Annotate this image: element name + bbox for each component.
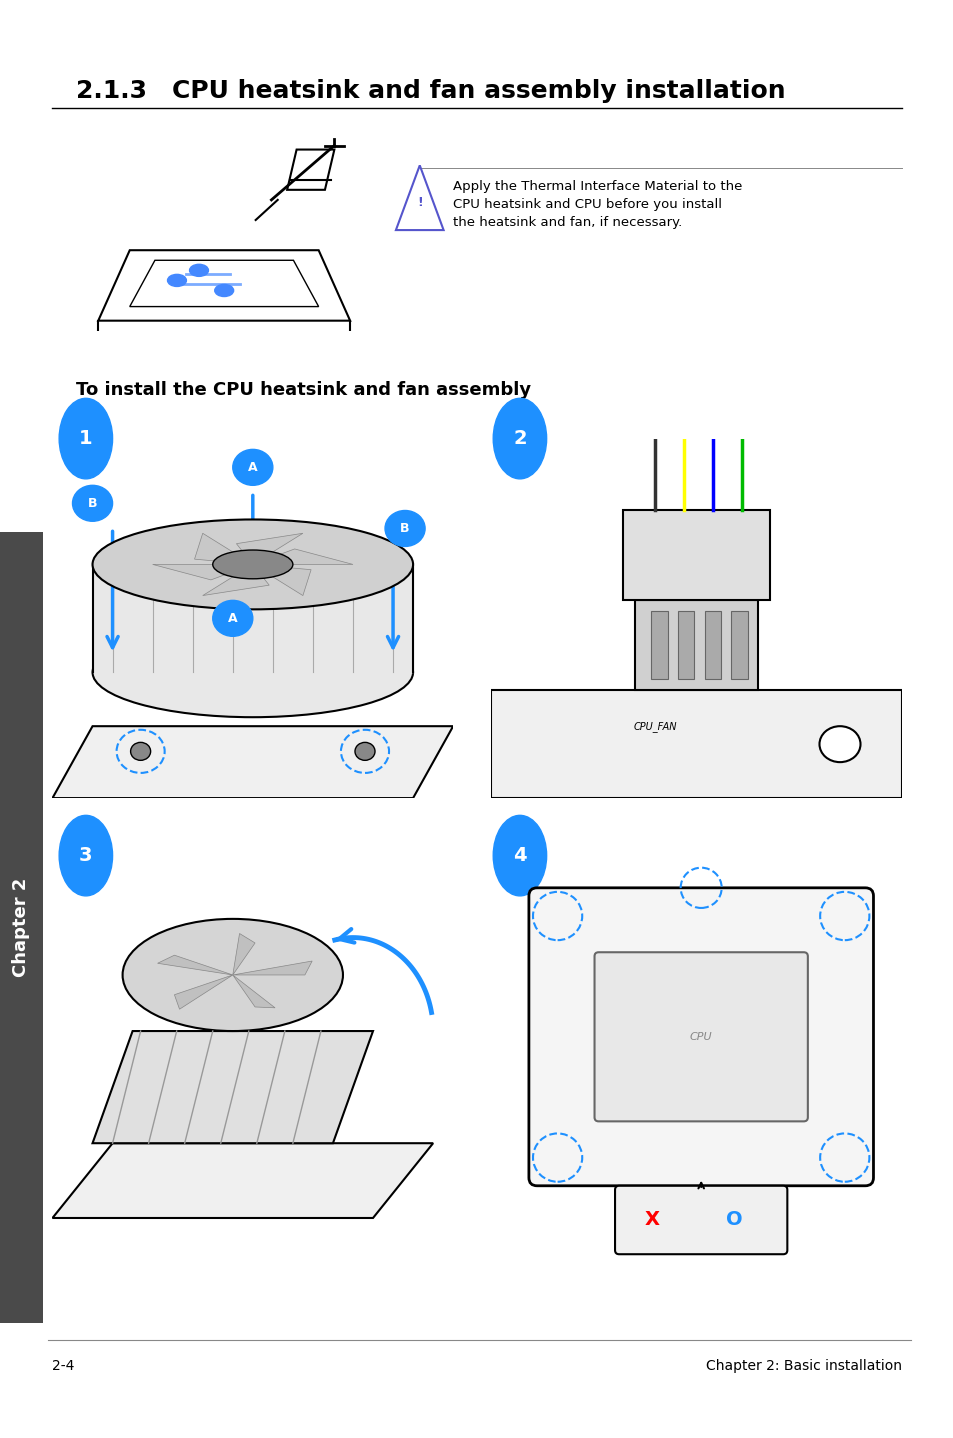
Circle shape (493, 815, 546, 896)
Polygon shape (395, 165, 443, 230)
Text: Apply the Thermal Interface Material to the
CPU heatsink and CPU before you inst: Apply the Thermal Interface Material to … (453, 180, 741, 229)
Circle shape (493, 398, 546, 479)
Circle shape (214, 285, 233, 296)
Ellipse shape (92, 627, 413, 718)
Polygon shape (287, 150, 334, 190)
Polygon shape (157, 955, 233, 975)
Circle shape (355, 742, 375, 761)
Polygon shape (233, 975, 274, 1008)
Text: 2.1.3: 2.1.3 (76, 79, 147, 104)
Circle shape (213, 601, 253, 636)
Circle shape (168, 275, 186, 286)
Text: CPU_FAN: CPU_FAN (633, 720, 677, 732)
Text: A: A (248, 460, 257, 475)
Polygon shape (92, 564, 413, 673)
Text: !: ! (416, 196, 422, 210)
Text: 3: 3 (79, 846, 92, 866)
Polygon shape (174, 975, 233, 1009)
Polygon shape (253, 549, 353, 564)
Text: X: X (644, 1211, 659, 1229)
Text: CPU heatsink and fan assembly installation: CPU heatsink and fan assembly installati… (172, 79, 784, 104)
Text: 4: 4 (513, 846, 526, 866)
Polygon shape (194, 533, 253, 564)
Text: Chapter 2: Chapter 2 (12, 877, 30, 978)
Circle shape (233, 449, 273, 486)
Text: Chapter 2: Basic installation: Chapter 2: Basic installation (705, 1359, 901, 1373)
Circle shape (131, 742, 151, 761)
FancyBboxPatch shape (0, 532, 43, 1323)
Text: O: O (725, 1211, 741, 1229)
Polygon shape (731, 611, 747, 680)
Text: A: A (228, 611, 237, 626)
Text: CPU: CPU (689, 1032, 712, 1041)
Text: B: B (400, 522, 410, 535)
Text: 2-4: 2-4 (52, 1359, 74, 1373)
Polygon shape (678, 611, 694, 680)
Circle shape (385, 510, 425, 546)
Polygon shape (622, 510, 769, 601)
Polygon shape (52, 1143, 433, 1218)
Circle shape (59, 815, 112, 896)
Polygon shape (233, 933, 254, 975)
Ellipse shape (92, 519, 413, 610)
Polygon shape (92, 1031, 373, 1143)
FancyBboxPatch shape (615, 1186, 786, 1254)
Polygon shape (704, 611, 720, 680)
Text: 1: 1 (79, 429, 92, 449)
Polygon shape (52, 726, 453, 798)
Polygon shape (202, 564, 269, 595)
Polygon shape (236, 533, 303, 564)
Circle shape (190, 265, 208, 276)
Ellipse shape (122, 919, 343, 1031)
Polygon shape (233, 961, 312, 975)
Polygon shape (651, 611, 667, 680)
Polygon shape (152, 564, 253, 580)
Polygon shape (491, 690, 901, 798)
FancyBboxPatch shape (594, 952, 807, 1122)
Ellipse shape (213, 551, 293, 578)
Text: 2: 2 (513, 429, 526, 449)
Text: To install the CPU heatsink and fan assembly: To install the CPU heatsink and fan asse… (76, 381, 531, 400)
Circle shape (59, 398, 112, 479)
Polygon shape (635, 601, 757, 690)
Circle shape (819, 726, 860, 762)
FancyBboxPatch shape (528, 887, 873, 1186)
Text: B: B (88, 496, 97, 510)
Polygon shape (253, 564, 311, 595)
Circle shape (72, 485, 112, 522)
